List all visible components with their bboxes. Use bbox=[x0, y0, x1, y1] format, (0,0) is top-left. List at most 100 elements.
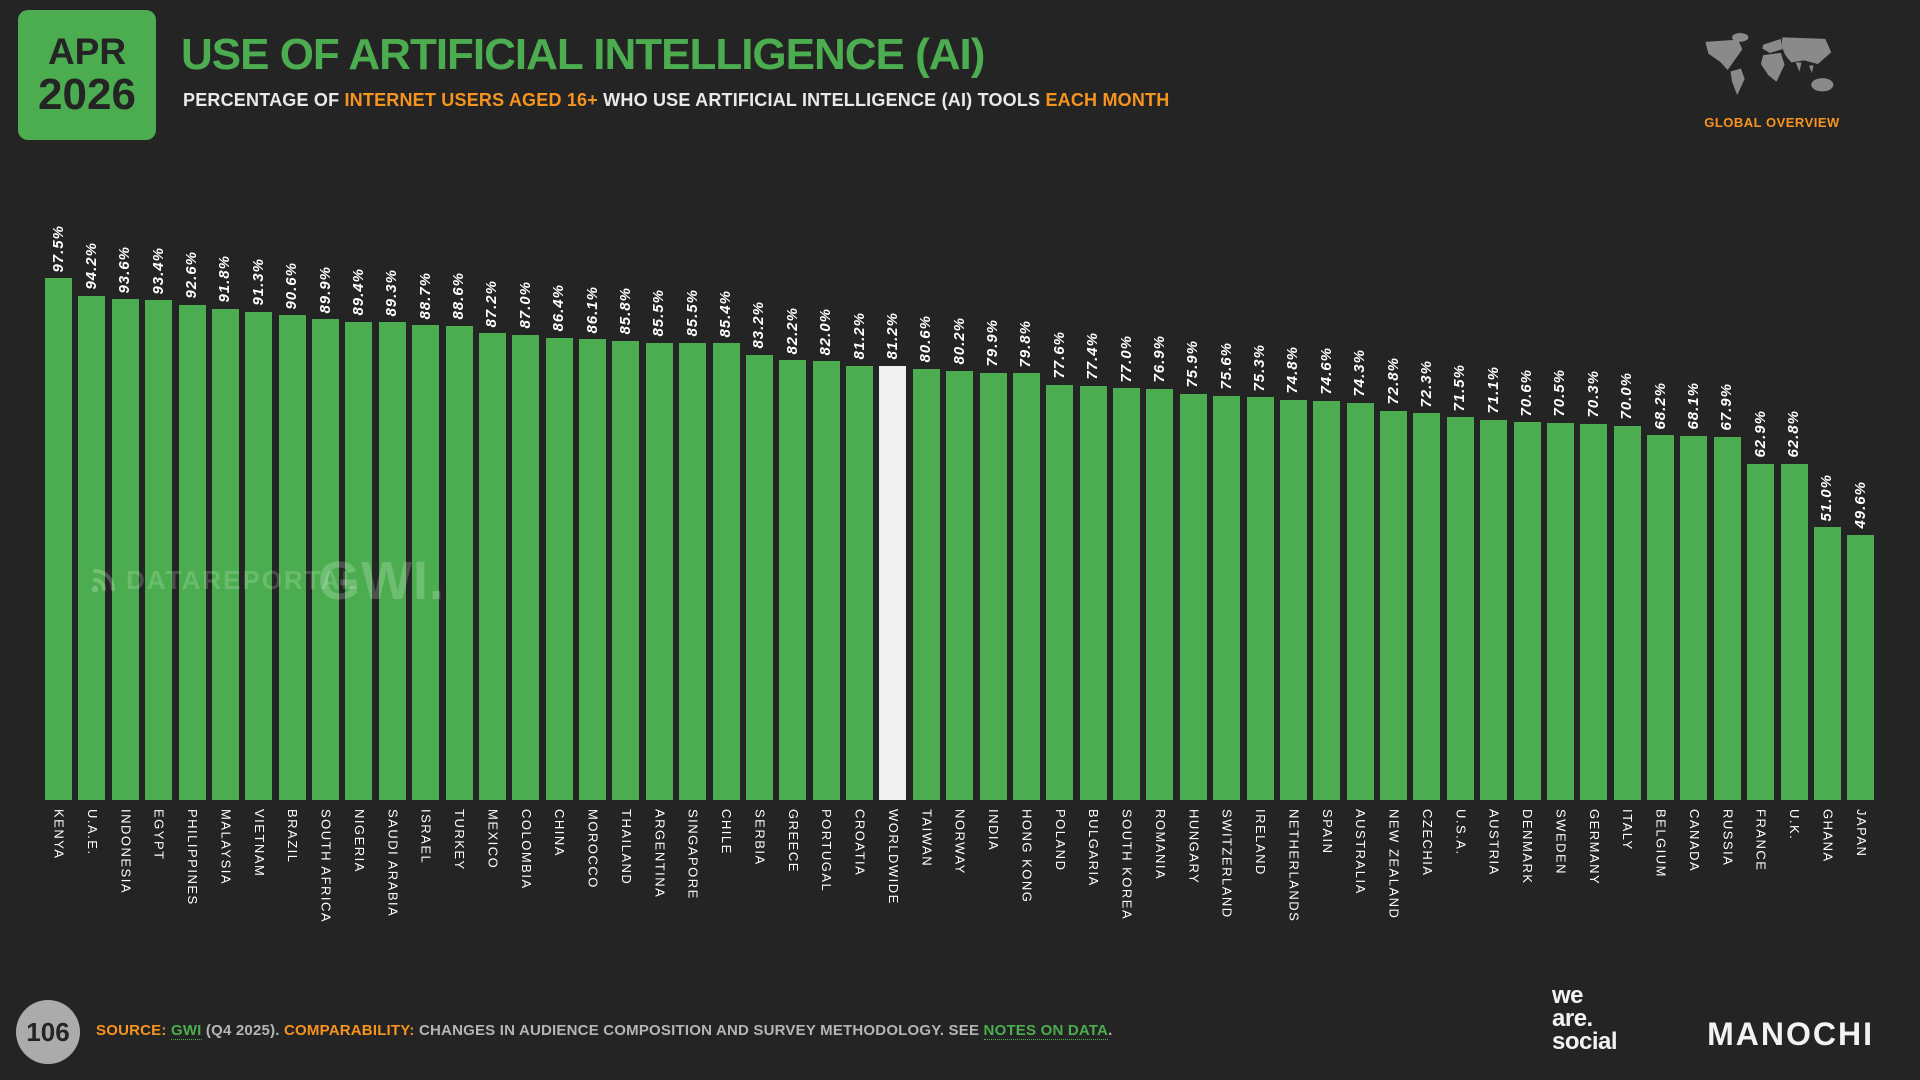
bar-value-label: 74.6% bbox=[1318, 347, 1335, 395]
bar-value-label: 85.5% bbox=[650, 289, 668, 337]
bar-value-label: 71.1% bbox=[1485, 366, 1502, 414]
bar-column: 93.6% INDONESIA bbox=[111, 246, 139, 894]
bar-country-label: SAUDI ARABIA bbox=[385, 809, 401, 918]
comparability-label: COMPARABILITY: bbox=[284, 1022, 415, 1039]
source-label: SOURCE: bbox=[96, 1022, 167, 1039]
bar-value-label: 85.5% bbox=[683, 289, 701, 337]
manochi-logo: MANOCHI bbox=[1707, 1016, 1874, 1052]
bar-value-label: 97.5% bbox=[50, 225, 67, 273]
bar-value-label: 83.2% bbox=[750, 301, 768, 349]
bar-column: 80.6% TAIWAN bbox=[912, 265, 940, 867]
bar-column: 75.3% IRELAND bbox=[1246, 265, 1274, 876]
bar-value-text: 85.4% bbox=[717, 289, 734, 338]
bar-column: 87.2% MEXICO bbox=[478, 265, 506, 869]
bar-column: 90.6% BRAZIL bbox=[278, 262, 306, 864]
bar-value-text: 70.3% bbox=[1584, 370, 1602, 418]
bar-country-label: AUSTRALIA bbox=[1353, 809, 1369, 895]
bar bbox=[1079, 385, 1107, 800]
bar-column: 81.2% WORLDWIDE bbox=[879, 265, 907, 905]
bar bbox=[1313, 400, 1341, 800]
bar bbox=[712, 343, 740, 800]
page-title: USE OF ARTIFICIAL INTELLIGENCE (AI) bbox=[181, 30, 985, 79]
source-gwi-link[interactable]: GWI bbox=[170, 1022, 202, 1040]
bar-country-label: TURKEY bbox=[452, 809, 467, 871]
bar bbox=[1179, 393, 1207, 800]
bar-column: 85.5% ARGENTINA bbox=[645, 265, 673, 898]
bar bbox=[1713, 436, 1741, 800]
bar-value-label: 86.1% bbox=[584, 286, 601, 334]
source-line: SOURCE: GWI (Q4 2025). COMPARABILITY: CH… bbox=[96, 1022, 1113, 1040]
bar bbox=[612, 340, 640, 800]
end-period: . bbox=[1108, 1022, 1113, 1039]
bar-value-text: 85.5% bbox=[650, 289, 668, 337]
bar-column: 70.3% GERMANY bbox=[1580, 265, 1608, 885]
bar-value-text: 94.2% bbox=[82, 242, 100, 291]
bar bbox=[545, 337, 573, 800]
we-are-social-line1: we bbox=[1552, 982, 1584, 1009]
bar-value-text: 75.6% bbox=[1217, 342, 1235, 390]
bar-value-label: 62.8% bbox=[1785, 410, 1802, 458]
bar-value-label: 85.4% bbox=[717, 289, 734, 338]
bar-value-text: 76.9% bbox=[1150, 335, 1168, 383]
bar-value-label: 76.9% bbox=[1150, 335, 1168, 383]
bar-column: 70.0% ITALY bbox=[1613, 265, 1641, 851]
bar-country-label: CHINA bbox=[552, 809, 568, 857]
bar-value-label: 68.2% bbox=[1652, 382, 1669, 430]
bar-value-text: 85.5% bbox=[683, 289, 701, 337]
bar bbox=[1546, 422, 1574, 800]
bar bbox=[679, 342, 707, 800]
bar-value-text: 91.8% bbox=[216, 255, 234, 303]
bar bbox=[812, 361, 840, 800]
bar-column: 76.9% ROMANIA bbox=[1146, 265, 1174, 880]
bar-value-label: 86.4% bbox=[550, 284, 568, 332]
bar bbox=[1847, 534, 1875, 800]
bar-value-text: 83.2% bbox=[750, 301, 768, 349]
bar-value-label: 91.8% bbox=[216, 255, 234, 303]
bar-column: 89.3% SAUDI ARABIA bbox=[378, 265, 406, 917]
bar-column: 89.9% SOUTH AFRICA bbox=[312, 265, 339, 923]
bar-value-label: 89.9% bbox=[317, 266, 334, 314]
date-badge: APR 2026 bbox=[18, 10, 156, 140]
bar-value-label: 77.4% bbox=[1084, 332, 1101, 380]
bar-country-label: INDIA bbox=[986, 809, 1001, 852]
signal-icon bbox=[91, 568, 115, 592]
bar-value-text: 87.0% bbox=[516, 281, 534, 329]
bar-value-text: 77.0% bbox=[1117, 334, 1135, 383]
bar-country-label: ISRAEL bbox=[418, 809, 434, 865]
bar-value-label: 68.1% bbox=[1685, 382, 1702, 430]
bar-country-label: CHILE bbox=[719, 809, 734, 855]
bar-country-label: VIETNAM bbox=[251, 809, 267, 878]
bar-value-label: 89.3% bbox=[383, 269, 400, 317]
bar-country-label: SWITZERLAND bbox=[1219, 809, 1235, 919]
bar bbox=[1113, 388, 1140, 800]
bar-value-label: 77.0% bbox=[1117, 334, 1135, 383]
bar bbox=[779, 360, 807, 800]
datareportal-watermark-text: DATAREPORTAL bbox=[126, 565, 360, 595]
bar-column: 82.2% GREECE bbox=[779, 265, 807, 873]
notes-on-data-link[interactable]: NOTES ON DATA bbox=[983, 1022, 1109, 1040]
bar bbox=[378, 322, 406, 800]
bar-column: 91.3% VIETNAM bbox=[245, 258, 273, 877]
bar-country-label: U.A.E. bbox=[84, 809, 100, 856]
bar bbox=[645, 342, 673, 800]
bar-value-label: 74.3% bbox=[1351, 349, 1368, 397]
bar-column: 70.6% DENMARK bbox=[1513, 265, 1541, 885]
subtitle-highlight-1: INTERNET USERS AGED 16+ bbox=[344, 90, 598, 110]
bar-column: 85.5% SINGAPORE bbox=[679, 265, 707, 900]
bar-value-text: 81.2% bbox=[850, 312, 868, 360]
bar-value-label: 70.0% bbox=[1618, 372, 1635, 420]
bar-column: 85.4% CHILE bbox=[712, 265, 740, 855]
bar-value-label: 77.6% bbox=[1051, 331, 1068, 379]
bar bbox=[345, 321, 373, 800]
bar-value-text: 81.2% bbox=[883, 312, 901, 360]
bar-value-text: 86.4% bbox=[550, 284, 568, 332]
gwi-watermark: GWI. bbox=[318, 551, 445, 611]
bar bbox=[912, 368, 940, 800]
bar-value-label: 70.3% bbox=[1584, 370, 1602, 418]
bar-column: 79.9% INDIA bbox=[979, 265, 1007, 851]
bar-value-text: 75.9% bbox=[1184, 340, 1202, 388]
bar-column: 62.9% FRANCE bbox=[1747, 265, 1775, 871]
bar-column: 77.6% POLAND bbox=[1046, 265, 1074, 871]
bar-value-text: 51.0% bbox=[1818, 473, 1836, 522]
bar-value-label: 80.2% bbox=[951, 317, 968, 365]
